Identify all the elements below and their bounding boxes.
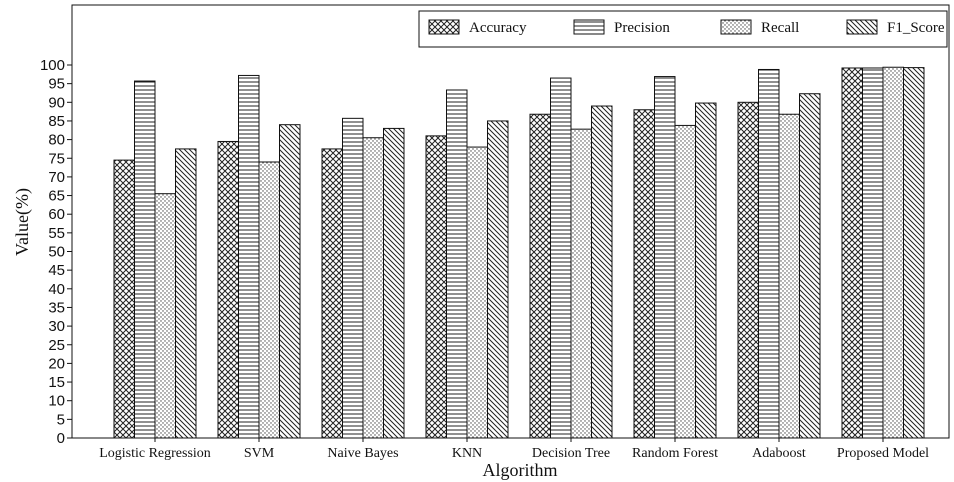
x-tick-label: Decision Tree xyxy=(532,446,610,461)
bar-recall xyxy=(570,128,592,439)
x-tick-label: Adaboost xyxy=(752,446,806,461)
bar-f1-score xyxy=(487,120,509,439)
bar-precision xyxy=(862,67,884,439)
y-tick-label: 40 xyxy=(48,281,65,298)
bar-accuracy xyxy=(841,67,863,439)
bar-accuracy xyxy=(529,113,551,439)
bar-recall xyxy=(778,113,800,439)
bar-recall xyxy=(882,66,904,439)
y-tick-label: 80 xyxy=(48,132,65,149)
y-tick-label: 45 xyxy=(48,262,65,279)
y-tick-label: 90 xyxy=(48,94,65,111)
legend-swatch-precision xyxy=(573,19,605,35)
bar-precision xyxy=(134,80,156,439)
bar-recall xyxy=(154,193,176,439)
y-tick-label: 55 xyxy=(48,225,65,242)
legend-label: Accuracy xyxy=(469,20,527,36)
y-tick-label: 95 xyxy=(48,76,65,93)
bar-f1-score xyxy=(279,124,301,439)
x-tick-label: Proposed Model xyxy=(837,446,929,461)
legend-label: Recall xyxy=(761,20,799,36)
bar-recall xyxy=(362,137,384,439)
legend-swatch-f1-score xyxy=(846,19,878,35)
bar-accuracy xyxy=(113,159,135,439)
y-axis-title: Value(%) xyxy=(12,188,33,256)
y-tick-label: 75 xyxy=(48,150,65,167)
bar-accuracy xyxy=(217,140,239,439)
bar-precision xyxy=(758,68,780,439)
y-tick-label: 10 xyxy=(48,393,65,410)
y-tick-label: 50 xyxy=(48,244,65,261)
bar-precision xyxy=(654,76,676,439)
bar-f1-score xyxy=(383,127,405,439)
x-tick-label: Naive Bayes xyxy=(327,446,398,461)
legend-label: Precision xyxy=(614,20,670,36)
bars-group xyxy=(113,66,925,439)
y-tick-label: 35 xyxy=(48,299,65,316)
legend-label: F1_Score xyxy=(887,20,945,36)
bar-recall xyxy=(466,146,488,439)
bar-accuracy xyxy=(737,101,759,439)
bar-f1-score xyxy=(175,148,197,439)
y-tick-label: 15 xyxy=(48,374,65,391)
bar-f1-score xyxy=(695,102,717,439)
legend: Accuracy Precision Recall F1_Score xyxy=(418,10,948,48)
x-axis: Logistic Regression SVM Naive Bayes KNN Deci… xyxy=(99,438,929,461)
y-tick-label: 25 xyxy=(48,337,65,354)
x-tick-label: Random Forest xyxy=(632,446,718,461)
bar-accuracy xyxy=(321,148,343,439)
x-tick-label: Logistic Regression xyxy=(99,446,211,461)
y-tick-label: 30 xyxy=(48,318,65,335)
bar-recall xyxy=(674,124,696,439)
y-tick-label: 100 xyxy=(40,57,65,74)
y-tick-label: 85 xyxy=(48,113,65,130)
y-tick-label: 65 xyxy=(48,188,65,205)
legend-swatch-accuracy xyxy=(428,19,460,35)
plot-frame xyxy=(71,4,950,439)
bar-precision xyxy=(446,89,468,439)
bar-f1-score xyxy=(799,93,821,439)
y-tick-label: 0 xyxy=(57,430,65,447)
y-tick-label: 20 xyxy=(48,355,65,372)
bar-precision xyxy=(342,117,364,439)
bar-f1-score xyxy=(903,67,925,439)
y-tick-label: 70 xyxy=(48,169,65,186)
bar-precision xyxy=(238,74,260,439)
legend-swatch-recall xyxy=(720,19,752,35)
bar-f1-score xyxy=(591,105,613,439)
bar-precision xyxy=(550,77,572,439)
x-tick-label: KNN xyxy=(452,446,482,461)
y-tick-label: 5 xyxy=(57,411,65,428)
bar-recall xyxy=(258,161,280,439)
bar-accuracy xyxy=(633,109,655,439)
bar-accuracy xyxy=(425,135,447,439)
x-axis-title: Algorithm xyxy=(483,460,558,480)
y-tick-label: 60 xyxy=(48,206,65,223)
x-tick-label: SVM xyxy=(244,446,275,461)
